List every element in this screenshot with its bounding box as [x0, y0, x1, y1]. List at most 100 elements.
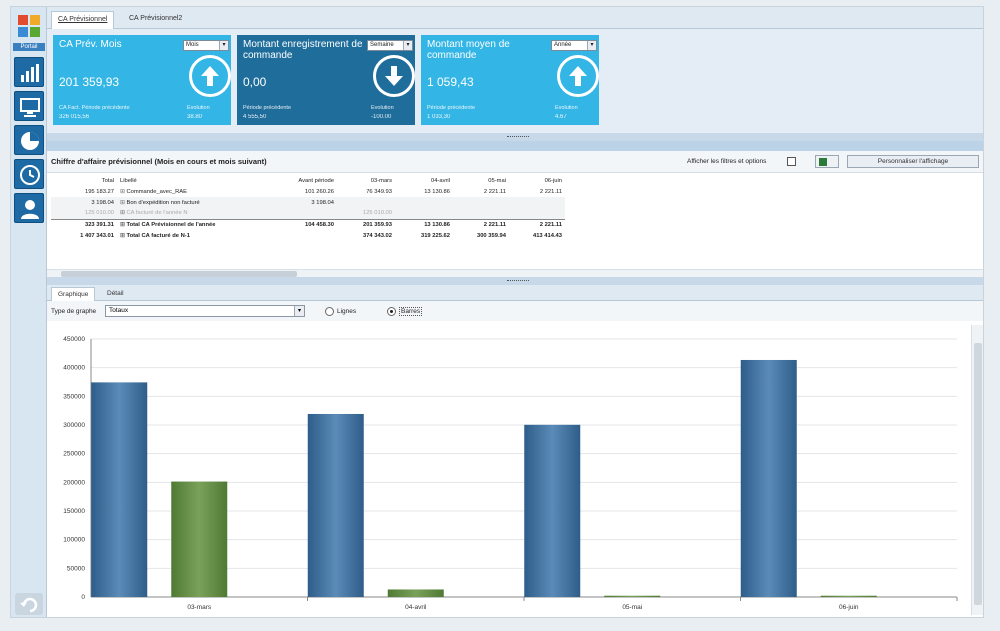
kpi-title: Montant enregistrement de commande — [243, 39, 363, 61]
tab-ca-previsionnel[interactable]: CA Prévisionnel — [51, 11, 115, 29]
bar-chart-icon — [21, 64, 39, 82]
chevron-down-icon: ▾ — [403, 41, 412, 50]
chart-tabs: Graphique Détail — [47, 285, 983, 301]
grid-header-cell: Avant période — [298, 177, 334, 184]
splitter-top[interactable] — [47, 133, 983, 141]
kpi-sub-label: Période précédente — [427, 105, 476, 111]
y-tick-label: 300000 — [63, 422, 85, 429]
scroll-thumb[interactable] — [61, 271, 297, 277]
table-row[interactable]: 125 010.00 ⊞ CA facturé de l'année N 125 0… — [51, 208, 565, 219]
grid-cell: ⊞ Total CA Prévisionnel de l'année — [117, 218, 267, 230]
chart-type-label: Type de graphe — [51, 308, 97, 315]
nav-user-button[interactable] — [14, 193, 44, 223]
back-arrow-icon — [20, 597, 38, 613]
chart-type-select[interactable]: Totaux ▾ — [105, 305, 305, 317]
expand-icon: ⊞ — [120, 232, 127, 239]
kpi-ca-prev-mois: CA Prév. Mois Mois ▾ 201 359,93 CA Fact. … — [53, 35, 231, 125]
grid-header-cell: Libellé — [120, 177, 137, 184]
grid-cell — [51, 186, 61, 197]
tab-detail[interactable]: Détail — [107, 290, 124, 297]
bar-series1-04-avril — [387, 589, 444, 597]
section-band — [47, 141, 983, 151]
grid-cell — [267, 230, 337, 241]
grid-cell — [267, 208, 337, 219]
grid-cell: 3 198.04 — [311, 199, 334, 206]
bar-series1-05-mai — [604, 595, 661, 597]
nav-monitor-button[interactable] — [14, 91, 44, 121]
nav-bar-chart-button[interactable] — [14, 57, 44, 87]
kpi-period-select[interactable]: Semaine ▾ — [367, 40, 413, 51]
grid-cell: 374 343.02 — [362, 232, 392, 239]
horizontal-scrollbar[interactable] — [47, 269, 983, 277]
radio-bars[interactable] — [387, 307, 396, 316]
filters-checkbox[interactable] — [787, 157, 796, 166]
kpi-period-select[interactable]: Mois ▾ — [183, 40, 229, 51]
chevron-down-icon: ▾ — [219, 41, 228, 50]
table-row[interactable]: 195 183.27 ⊞ Commande_avec_RAE 101 260.26 7… — [51, 186, 565, 197]
table-row[interactable]: 1 407 343.01 ⊞ Total CA facturé de N-1 374… — [51, 230, 565, 241]
kpi-title: CA Prév. Mois — [59, 39, 122, 50]
back-button[interactable] — [15, 593, 43, 615]
app-window: Portail CA Prévisionnel CA Prévisionnel2 — [10, 6, 984, 618]
grid-cell — [395, 208, 453, 219]
tab-ca-previsionnel2[interactable]: CA Prévisionnel2 — [129, 15, 183, 22]
grid-cell: 3 198.04 — [91, 199, 114, 206]
grid-cell — [51, 197, 61, 208]
kpi-value: 1 059,43 — [427, 75, 474, 89]
kpi-evolution-value: 38.80 — [187, 114, 203, 120]
grid-cell: ⊞ CA facturé de l'année N — [120, 210, 188, 217]
clock-icon — [20, 165, 40, 185]
personalize-button[interactable]: Personnaliser l'affichage — [847, 155, 979, 168]
vertical-scrollbar[interactable] — [971, 325, 983, 615]
nav-pie-chart-button[interactable] — [14, 125, 44, 155]
chart-controls: Type de graphe Totaux ▾ Lignes Barres — [47, 301, 983, 321]
grid-cell: 319 225.62 — [420, 232, 450, 239]
pie-chart-icon — [21, 132, 39, 150]
grid-cell: 13 130.86 — [424, 188, 450, 195]
grid-cell: ⊞ Total CA facturé de N-1 — [120, 232, 190, 239]
nav-clock-button[interactable] — [14, 159, 44, 189]
grid-cell — [453, 197, 509, 208]
grid-cell: 323 391.31 — [61, 218, 117, 230]
filters-label: Afficher les filtres et options — [687, 158, 767, 165]
kpi-period-select[interactable]: Année ▾ — [551, 40, 597, 51]
expand-icon: ⊞ — [120, 210, 127, 217]
radio-bars-label: Barres — [399, 307, 423, 316]
x-tick-label: 05-mai — [622, 604, 642, 611]
scroll-thumb[interactable] — [974, 343, 982, 605]
y-tick-label: 200000 — [63, 479, 85, 486]
y-tick-label: 400000 — [63, 365, 85, 372]
grid-header-cell — [51, 175, 61, 186]
main-area: CA Prévisionnel CA Prévisionnel2 CA Prév… — [47, 7, 983, 617]
y-tick-label: 0 — [81, 594, 85, 601]
kpi-montant-enregistrement: Montant enregistrement de commande Semai… — [237, 35, 415, 125]
tab-graphique[interactable]: Graphique — [51, 287, 96, 301]
x-tick-label: 06-juin — [839, 604, 859, 611]
grid-header-cell: 03-mars — [370, 177, 392, 184]
chevron-down-icon: ▾ — [294, 306, 304, 316]
table-row[interactable]: 323 391.31 ⊞ Total CA Prévisionnel de l'a… — [51, 218, 565, 230]
splitter-middle[interactable] — [47, 277, 983, 285]
radio-lines[interactable] — [325, 307, 334, 316]
bar-chart: 0 50000 100000 150000 200000 250000 300000 3500… — [63, 336, 958, 611]
kpi-sub-value: 1 033,30 — [427, 114, 451, 120]
grid-cell: ⊞ Commande_avec_RAE — [120, 188, 188, 195]
x-tick-label: 04-avril — [405, 604, 427, 611]
grid-cell: 195 183.27 — [84, 188, 114, 195]
bar-series1-06-juin — [820, 595, 877, 597]
arrow-up-icon — [189, 55, 231, 97]
grid-cell: 101 260.26 — [304, 188, 334, 195]
excel-export-button[interactable] — [815, 155, 839, 168]
grid-cell — [51, 230, 61, 241]
app-logo-icon — [18, 15, 40, 37]
bar-series0-05-mai — [524, 424, 581, 597]
table-row[interactable]: 3 198.04 ⊞ Bon d'expédition non facturé 3 … — [51, 197, 565, 208]
left-nav: Portail — [11, 7, 47, 617]
grid-cell — [51, 218, 61, 230]
bar-series0-04-avril — [307, 413, 364, 597]
user-icon — [21, 200, 39, 219]
kpi-montant-moyen: Montant moyen de commande Année ▾ 1 059,4… — [421, 35, 599, 125]
grid-cell: 2 221.11 — [539, 188, 562, 195]
grid-cell — [453, 208, 509, 219]
kpi-evolution-label: Evolution — [555, 105, 578, 111]
